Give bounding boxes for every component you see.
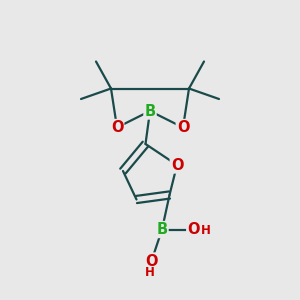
Text: O: O	[145, 254, 158, 268]
Text: O: O	[177, 120, 189, 135]
Text: H: H	[201, 224, 211, 238]
Text: B: B	[156, 222, 168, 237]
Text: O: O	[171, 158, 183, 172]
Text: H: H	[145, 266, 155, 279]
Text: B: B	[144, 103, 156, 118]
Text: O: O	[111, 120, 123, 135]
Text: O: O	[187, 222, 200, 237]
